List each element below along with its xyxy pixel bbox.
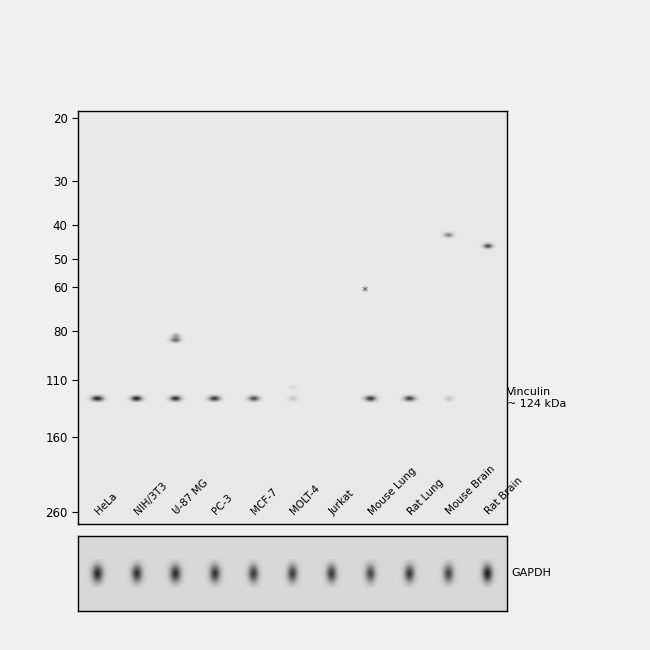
Text: NIH/3T3: NIH/3T3 xyxy=(133,480,169,517)
Text: Mouse Brain: Mouse Brain xyxy=(445,464,497,517)
Text: MCF-7: MCF-7 xyxy=(250,487,280,517)
Text: Vinculin
~ 124 kDa: Vinculin ~ 124 kDa xyxy=(507,387,566,409)
Text: GAPDH: GAPDH xyxy=(511,569,551,578)
Text: Jurkat: Jurkat xyxy=(328,488,356,517)
Text: Mouse Lung: Mouse Lung xyxy=(367,465,418,517)
Text: *: * xyxy=(361,285,368,298)
Text: MOLT-4: MOLT-4 xyxy=(289,483,322,517)
Text: Rat Brain: Rat Brain xyxy=(484,476,525,517)
Text: Rat Lung: Rat Lung xyxy=(406,477,445,517)
Text: U-87 MG: U-87 MG xyxy=(172,478,211,517)
Text: HeLa: HeLa xyxy=(94,491,119,517)
Text: PC-3: PC-3 xyxy=(211,493,235,517)
